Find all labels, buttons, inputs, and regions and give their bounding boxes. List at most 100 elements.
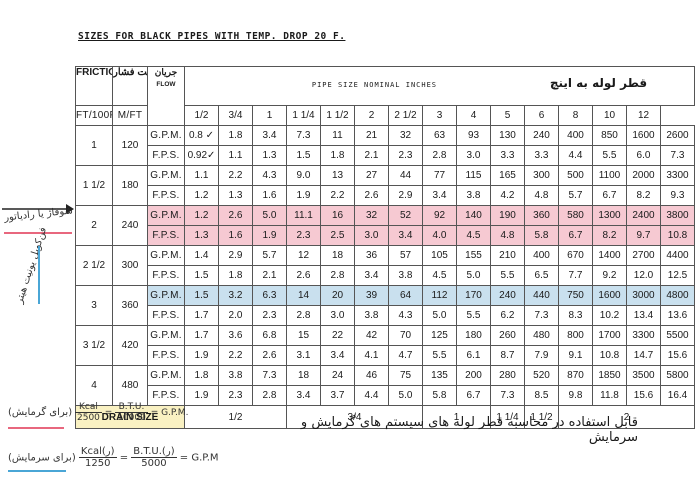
gpm-cell: 14 xyxy=(286,285,321,306)
fps-cell: 4.7 xyxy=(388,345,423,366)
fps-cell: 2.8 xyxy=(320,265,355,286)
fps-cell: 6.2 xyxy=(490,305,525,326)
fps-cell: 5.0 xyxy=(422,305,457,326)
gpm-cell: 400 xyxy=(558,125,593,146)
arrow-marker xyxy=(2,204,74,214)
fancoil-underline xyxy=(38,246,40,304)
table-row: 4 480 G.P.M. 1.8 3.8 7.3 18 24 46 75 135 200 280 520 8… xyxy=(75,365,695,406)
formula2-den2: 5000 xyxy=(141,458,167,469)
gpm-cell: 3300 xyxy=(660,165,695,186)
friction-loss-value: 1 1/2 xyxy=(75,165,113,206)
gpm-cell: 42 xyxy=(354,325,389,346)
friction-loss-value: 3 1/2 xyxy=(75,325,113,366)
fps-cell: 9.8 xyxy=(558,385,593,406)
fps-cell: 1.5 xyxy=(184,265,219,286)
fps-cell: 16.4 xyxy=(660,385,695,406)
gpm-cell: 1.8 xyxy=(184,365,219,386)
fps-cell: 2.8 xyxy=(286,305,321,326)
fps-cell: 1.6 xyxy=(218,225,253,246)
gpm-cell: 2.2 xyxy=(218,165,253,186)
fps-cell: 2.5 xyxy=(320,225,355,246)
table-row: F.P.S. 1.5 1.8 2.1 2.6 2.8 3.4 3.8 4.5 5.0 5.5 6.5 7… xyxy=(76,265,695,286)
gpm-cell: 440 xyxy=(524,285,559,306)
fps-cell: 8.2 xyxy=(626,185,661,206)
fps-unit-label: F.P.S. xyxy=(147,345,185,366)
formula2-num1: Kcal(ر) xyxy=(78,446,117,458)
pressure-mft-value: 360 xyxy=(112,285,148,326)
gpm-cell: 27 xyxy=(354,165,389,186)
fps-cell: 1.9 xyxy=(286,185,321,206)
pipe-size-header: 5 xyxy=(490,105,525,126)
formula1-rhs: = G.P.M. xyxy=(150,408,189,418)
fps-cell: 10.2 xyxy=(592,305,627,326)
fps-cell: 4.2 xyxy=(490,185,525,206)
gpm-cell: 3500 xyxy=(626,365,661,386)
gpm-cell: 24 xyxy=(320,365,355,386)
gpm-cell: 36 xyxy=(354,245,389,266)
gpm-cell: 6.3 xyxy=(252,285,287,306)
gpm-cell: 130 xyxy=(490,125,525,146)
gpm-cell: 21 xyxy=(354,125,389,146)
heating-note: (برای گرمایش) xyxy=(8,407,73,418)
pressure-mft-value: 480 xyxy=(112,365,148,406)
fps-cell: 2.1 xyxy=(252,265,287,286)
formula1-den1: 2500 xyxy=(77,413,100,423)
fps-cell: 1.7 xyxy=(184,305,219,326)
fps-cell: 7.9 xyxy=(524,345,559,366)
gpm-cell: 5800 xyxy=(660,365,695,386)
fps-cell: 1.1 xyxy=(218,145,253,166)
gpm-cell: 155 xyxy=(456,245,491,266)
formula2-den1: 1250 xyxy=(85,458,111,469)
gpm-cell: 280 xyxy=(490,365,525,386)
cooling-formula: (برای سرمایش) Kcal(ر) 1250 = B.T.U.(ر) 500… xyxy=(8,446,219,469)
friction-unit-label: FT/100FT xyxy=(75,105,113,126)
fps-cell: 3.8 xyxy=(456,185,491,206)
formula1-den2: 10000 xyxy=(117,413,146,423)
fps-cell: 8.2 xyxy=(592,225,627,246)
table-row: 2 1/2 300 G.P.M. 1.4 2.9 5.7 12 18 36 57 105 155 210… xyxy=(75,245,695,286)
gpm-cell: 2.6 xyxy=(218,205,253,226)
pipe-size-header: 1 1/4 xyxy=(286,105,321,126)
fps-cell: 1.9 xyxy=(184,345,219,366)
pipe-size-header: 10 xyxy=(592,105,627,126)
formula1-num1: Kcal xyxy=(75,402,102,413)
gpm-cell: 44 xyxy=(388,165,423,186)
mft-unit-label: M/FT xyxy=(112,105,148,126)
gpm-cell: 1850 xyxy=(592,365,627,386)
gpm-cell: 9.0 xyxy=(286,165,321,186)
gpm-cell: 2.9 xyxy=(218,245,253,266)
drain-size-value: 1 1/2 xyxy=(524,405,559,429)
fps-cell: 15.6 xyxy=(660,345,695,366)
fps-cell: 9.7 xyxy=(626,225,661,246)
fps-cell: 6.7 xyxy=(592,185,627,206)
fps-cell: 3.7 xyxy=(320,385,355,406)
fps-cell: 3.4 xyxy=(286,385,321,406)
formula2-rhs: = G.P.M xyxy=(179,452,219,464)
table-title: SIZES FOR BLACK PIPES WITH TEMP. DROP 20… xyxy=(78,31,346,42)
gpm-cell: 1.4 xyxy=(184,245,219,266)
pipe-size-header: 1 1/2 xyxy=(320,105,355,126)
drain-size-value: 2 xyxy=(558,405,695,429)
gpm-cell: 2700 xyxy=(626,245,661,266)
cooling-underline xyxy=(8,470,66,472)
pipe-diameter-fa-label: قطر لوله به اینچ xyxy=(549,75,648,90)
fps-cell: 2.3 xyxy=(252,305,287,326)
gpm-cell: 5.7 xyxy=(252,245,287,266)
gpm-cell: 105 xyxy=(422,245,457,266)
fps-unit-label: F.P.S. xyxy=(147,305,185,326)
fps-unit-label: F.P.S. xyxy=(147,225,185,246)
pipe-size-header: 12 xyxy=(626,105,661,126)
fps-cell: 6.7 xyxy=(456,385,491,406)
fps-cell: 3.1 xyxy=(286,345,321,366)
friction-loss-value: 2 xyxy=(75,205,113,246)
gpm-cell: 46 xyxy=(354,365,389,386)
gpm-cell: 64 xyxy=(388,285,423,306)
gpm-cell: 850 xyxy=(592,125,627,146)
gpm-cell: 22 xyxy=(320,325,355,346)
fps-cell: 9.1 xyxy=(558,345,593,366)
gpm-unit-label: G.P.M. xyxy=(147,365,185,386)
gpm-cell: 93 xyxy=(456,125,491,146)
fps-cell: 4.8 xyxy=(490,225,525,246)
pipe-size-header: 3/4 xyxy=(218,105,253,126)
flow-fa-label: جریان xyxy=(154,67,178,78)
